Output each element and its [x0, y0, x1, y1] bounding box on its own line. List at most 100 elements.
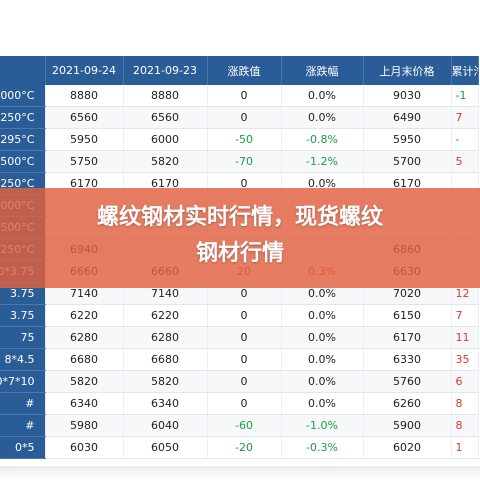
cell-spec: #	[0, 392, 46, 415]
cell-spec: 8*4.5	[0, 348, 46, 371]
cell-last-month-price: 5950	[363, 128, 452, 151]
cell-cumulative: 35	[451, 348, 479, 371]
cell-price-0924: 6030	[45, 436, 124, 459]
table-row: #6340 6340 0 0.0% 6260 8	[0, 392, 479, 415]
table-row: 0*5 6030 6050 -20 -0.3% 6020 1	[0, 436, 479, 459]
table-row: 8*4.5 6680 6680 0 0.0% 6330 35	[0, 348, 479, 371]
table-row: 75 6280 6280 0 0.0% 6170 11	[0, 326, 479, 349]
cell-last-month-price: 7020	[363, 282, 452, 305]
cell-last-month-price: 6150	[363, 304, 452, 327]
cell-change-value: 0	[207, 85, 282, 107]
cell-change-value: -70	[207, 150, 282, 173]
cell-cumulative: 6	[451, 370, 479, 393]
cell-change-value: -60	[207, 414, 282, 437]
cell-change-percent: -1.2%	[281, 150, 364, 173]
cell-cumulative: 11	[451, 326, 479, 349]
header-date-2: 2021-09-23	[123, 56, 208, 85]
cell-spec: 000°C	[0, 85, 46, 107]
cell-last-month-price: 9030	[363, 85, 452, 107]
cell-change-value: 0	[207, 326, 282, 349]
cell-price-0924: 8880	[45, 85, 124, 107]
table-row: #5980 6040 -60 -1.0% 5900 8	[0, 414, 479, 437]
header-date-1: 2021-09-24	[45, 56, 124, 85]
cell-cumulative: 5	[451, 150, 479, 173]
cell-spec: 75	[0, 326, 46, 349]
cell-change-value: -50	[207, 128, 282, 151]
cell-last-month-price: 6260	[363, 392, 452, 415]
overlay-title-line-1: 螺纹钢材实时行情，现货螺纹	[96, 205, 383, 230]
header-cumulative: 累计汽	[451, 56, 479, 85]
cell-cumulative: 12	[451, 282, 479, 305]
cell-change-percent: -0.8%	[281, 128, 364, 151]
cell-spec: 3.75	[0, 282, 46, 305]
cell-change-value: 0	[207, 282, 282, 305]
cell-price-0924: 5980	[45, 414, 124, 437]
cell-cumulative: 1	[451, 436, 479, 459]
header-spec: 跌	[0, 56, 46, 85]
cell-price-0923: 7140	[123, 282, 208, 305]
cell-price-0923: 6680	[123, 348, 208, 371]
cell-price-0923: 6560	[123, 106, 208, 129]
cell-last-month-price: 6490	[363, 106, 452, 129]
cell-spec: 0*5	[0, 436, 46, 459]
header-change-percent: 涨跌幅	[281, 56, 364, 85]
cell-last-month-price: 5700	[363, 150, 452, 173]
cell-price-0923: 6220	[123, 304, 208, 327]
cell-price-0923: 6000	[123, 128, 208, 151]
cell-change-percent: -0.3%	[281, 436, 364, 459]
cell-spec: 1500°C	[0, 150, 46, 173]
overlay-title: 螺纹钢材实时行情，现货螺纹 钢材行情	[0, 200, 480, 272]
cell-price-0924: 5950	[45, 128, 124, 151]
cell-spec: #	[0, 414, 46, 437]
cell-price-0924: 6340	[45, 392, 124, 415]
cell-change-value: 0	[207, 370, 282, 393]
cell-change-percent: -1.0%	[281, 414, 364, 437]
cell-change-percent: 0.0%	[281, 348, 364, 371]
cell-cumulative: 8	[451, 414, 479, 437]
cell-last-month-price: 6170	[363, 326, 452, 349]
cell-spec: 250°C	[0, 106, 46, 129]
table-header-row: 跌 2021-09-24 2021-09-23 涨跌值 涨跌幅 上月末价格 累计…	[0, 56, 479, 85]
table-row: 3.75 6220 6220 0 0.0% 6150 7	[0, 304, 479, 327]
cell-change-value: 0	[207, 348, 282, 371]
cell-spec: 3.75	[0, 304, 46, 327]
table-row: 250°C 6560 6560 0 0.0% 6490 7	[0, 106, 479, 129]
cell-cumulative: -	[451, 128, 479, 151]
cell-change-percent: 0.0%	[281, 85, 364, 107]
table-row: 295°C 5950 6000 -50 -0.8% 5950-	[0, 128, 479, 151]
table-row: 000°C 8880 8880 0 0.0% 9030 -1	[0, 85, 479, 107]
cell-price-0923: 5820	[123, 150, 208, 173]
cell-change-percent: 0.0%	[281, 370, 364, 393]
cell-price-0924: 6560	[45, 106, 124, 129]
cell-price-0924: 6680	[45, 348, 124, 371]
cell-spec: 0*7*10	[0, 370, 46, 393]
cell-cumulative: 7	[451, 106, 479, 129]
overlay-title-line-2: 钢材行情	[195, 241, 284, 266]
cell-price-0923: 6050	[123, 436, 208, 459]
cell-spec: 295°C	[0, 128, 46, 151]
cell-change-value: 0	[207, 392, 282, 415]
cell-cumulative: 7	[451, 304, 479, 327]
cell-last-month-price: 6020	[363, 436, 452, 459]
cell-price-0924: 5820	[45, 370, 124, 393]
cell-price-0923: 6340	[123, 392, 208, 415]
cell-price-0924: 6220	[45, 304, 124, 327]
cell-change-percent: 0.0%	[281, 304, 364, 327]
header-last-month-price: 上月末价格	[363, 56, 452, 85]
cell-change-value: 0	[207, 106, 282, 129]
cell-price-0924: 7140	[45, 282, 124, 305]
cell-cumulative: 8	[451, 392, 479, 415]
cell-change-percent: 0.0%	[281, 106, 364, 129]
cell-last-month-price: 6330	[363, 348, 452, 371]
cell-last-month-price: 5760	[363, 370, 452, 393]
cell-change-percent: 0.0%	[281, 282, 364, 305]
cell-change-value: -20	[207, 436, 282, 459]
cell-price-0924: 5750	[45, 150, 124, 173]
cell-price-0923: 5820	[123, 370, 208, 393]
table-row: 3.75 7140 7140 0 0.0% 7020 12	[0, 282, 479, 305]
cell-change-value: 0	[207, 304, 282, 327]
cell-change-percent: 0.0%	[281, 392, 364, 415]
cell-price-0923: 8880	[123, 85, 208, 107]
